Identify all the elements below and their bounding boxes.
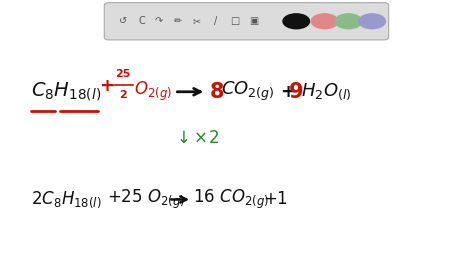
FancyBboxPatch shape [104, 3, 389, 40]
Text: +: + [280, 83, 295, 101]
Text: +: + [100, 77, 115, 95]
Circle shape [335, 14, 362, 29]
Text: 25: 25 [116, 69, 131, 80]
Text: $16\ CO_{2(g)}$: $16\ CO_{2(g)}$ [193, 188, 269, 211]
Circle shape [283, 14, 310, 29]
Text: ▣: ▣ [249, 16, 258, 26]
Text: $C_8H_{18(l)}$: $C_8H_{18(l)}$ [31, 81, 101, 103]
Text: /: / [214, 16, 217, 26]
Text: $+1$: $+1$ [263, 190, 288, 209]
Text: $CO_{2(g)}$: $CO_{2(g)}$ [221, 80, 275, 103]
Text: $2C_8H_{18(l)}$: $2C_8H_{18(l)}$ [31, 189, 101, 210]
Text: ↺: ↺ [119, 16, 128, 26]
Text: 2: 2 [119, 90, 127, 100]
Text: C: C [139, 16, 146, 26]
Circle shape [359, 14, 385, 29]
Text: $O_{2(g)}$: $O_{2(g)}$ [134, 80, 172, 103]
Text: $\downarrow\!\times\!2$: $\downarrow\!\times\!2$ [173, 129, 219, 147]
Text: 8: 8 [210, 82, 224, 102]
Text: □: □ [230, 16, 239, 26]
Text: $H_2O_{(l)}$: $H_2O_{(l)}$ [301, 81, 351, 102]
Text: ✏: ✏ [173, 16, 182, 26]
Circle shape [311, 14, 338, 29]
Text: 9: 9 [289, 82, 304, 102]
Text: ↷: ↷ [155, 16, 163, 26]
Text: $+25\ O_{2(g)}$: $+25\ O_{2(g)}$ [107, 188, 185, 211]
Text: ✂: ✂ [192, 16, 201, 26]
